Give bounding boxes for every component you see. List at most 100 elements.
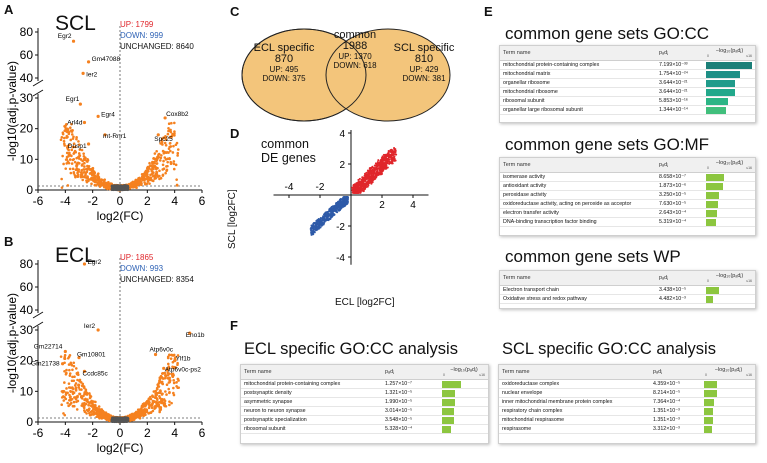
bar-cell — [440, 406, 488, 416]
data-point — [75, 167, 79, 171]
data-point-up — [388, 153, 391, 156]
x-tick-label: -4 — [60, 426, 71, 440]
x-tick-label: -2 — [316, 182, 325, 193]
data-point-down — [330, 210, 333, 213]
data-point — [105, 181, 109, 185]
data-point-up — [366, 180, 369, 183]
data-point — [168, 142, 172, 145]
data-point — [171, 151, 175, 154]
data-point — [108, 184, 111, 187]
data-point-up — [366, 169, 369, 172]
data-point-down — [329, 217, 332, 220]
data-point — [92, 177, 96, 180]
term-name-cell: Electron transport chain — [500, 285, 656, 295]
padj-cell: 3.548×10⁻⁵ — [382, 415, 440, 425]
gene-label: mt-Rnr1 — [103, 133, 127, 140]
data-point — [165, 165, 168, 168]
x-tick-label: -2 — [87, 194, 98, 208]
data-point — [162, 152, 166, 155]
data-point-up — [388, 155, 391, 159]
data-point — [172, 162, 176, 166]
bar-cell — [702, 388, 755, 398]
table-row: nuclear envelope 8.214×10⁻⁵ — [499, 388, 755, 398]
data-point — [99, 183, 103, 187]
data-point — [128, 416, 132, 420]
labeled-point — [82, 120, 87, 125]
col-neglog: −log₁₀(pₐdⱼ) 0 ≤16 — [704, 158, 755, 173]
data-point-ns — [114, 188, 117, 191]
y-tick-label: 60 — [20, 48, 34, 62]
panel-c-letter: C — [230, 4, 240, 19]
bar-cell — [702, 379, 755, 389]
data-point-down — [336, 204, 339, 207]
data-point — [159, 401, 163, 404]
data-point — [153, 152, 157, 155]
data-point — [67, 386, 71, 389]
axis-break-mark — [32, 79, 44, 87]
data-point-ns — [121, 419, 124, 422]
panel-e-mf-title: common gene sets GO:MF — [505, 135, 710, 154]
data-point — [174, 143, 178, 147]
data-point-up — [387, 149, 390, 153]
data-point — [72, 142, 76, 145]
panel-d-ylabel: SCL [log2FC] — [227, 189, 238, 249]
data-point — [68, 151, 71, 155]
data-point — [154, 167, 158, 171]
col-padj: pₐdⱼ — [650, 365, 702, 380]
gene-label: Gm47088 — [92, 56, 121, 63]
data-point — [161, 392, 164, 396]
panel-a-counts: UP: 1799 DOWN: 999 UNCHANGED: 8640 — [120, 19, 194, 52]
data-point-down — [312, 233, 315, 236]
term-name-cell: mitochondrial protein-containing complex — [241, 379, 382, 389]
neglog-bar — [706, 182, 723, 190]
data-point — [103, 184, 106, 188]
data-point — [168, 135, 172, 139]
data-point — [75, 137, 78, 141]
data-point-up — [379, 170, 382, 173]
data-point-up — [390, 153, 394, 157]
gene-label: Egr2 — [87, 259, 101, 266]
panel-d-title: common DE genes — [261, 137, 316, 165]
data-point — [166, 362, 170, 366]
labeled-point — [163, 116, 167, 120]
data-point-up — [381, 156, 385, 159]
padj-cell: 1.344×10⁻¹⁴ — [656, 105, 704, 115]
table-row: mitochondrial matrix 1.754×10⁻²⁴ — [500, 69, 755, 79]
data-point-down — [312, 221, 316, 225]
data-point — [131, 184, 135, 187]
term-name-cell: Oxidative stress and redox pathway — [500, 294, 656, 304]
data-point — [64, 393, 68, 396]
labeled-point — [96, 328, 100, 332]
bar-cell — [704, 217, 755, 227]
data-point — [90, 405, 94, 408]
term-name-cell: postsynaptic specialization — [241, 415, 382, 425]
data-point-up — [393, 150, 396, 153]
data-point — [73, 160, 77, 164]
data-point — [69, 171, 73, 175]
col-neglog-scale: 0 ≤16 — [707, 54, 752, 58]
data-point — [171, 365, 174, 369]
data-point-down — [334, 204, 337, 207]
data-point-up — [368, 180, 371, 183]
data-point — [95, 412, 99, 415]
x-tick-label: 2 — [144, 426, 151, 440]
data-point — [103, 181, 107, 185]
panel-d-xlabel: ECL [log2FC] — [335, 297, 395, 308]
data-point — [165, 383, 169, 386]
neglog-bar — [704, 407, 713, 415]
data-point — [171, 133, 175, 137]
table-row: mitochondrial protein-containing complex… — [241, 379, 488, 389]
data-point — [156, 398, 159, 402]
data-point — [77, 383, 81, 387]
data-point-down — [335, 210, 338, 213]
data-point — [65, 162, 69, 165]
term-name-cell: respirasome — [499, 424, 650, 434]
data-point — [61, 390, 65, 394]
data-point-up — [352, 191, 355, 194]
data-point — [161, 168, 165, 171]
data-point-up — [374, 175, 377, 178]
padj-cell: 1.754×10⁻²⁴ — [656, 69, 704, 79]
data-point — [107, 419, 111, 422]
padj-cell: 3.014×10⁻⁵ — [382, 406, 440, 416]
data-point-ns — [124, 186, 128, 190]
